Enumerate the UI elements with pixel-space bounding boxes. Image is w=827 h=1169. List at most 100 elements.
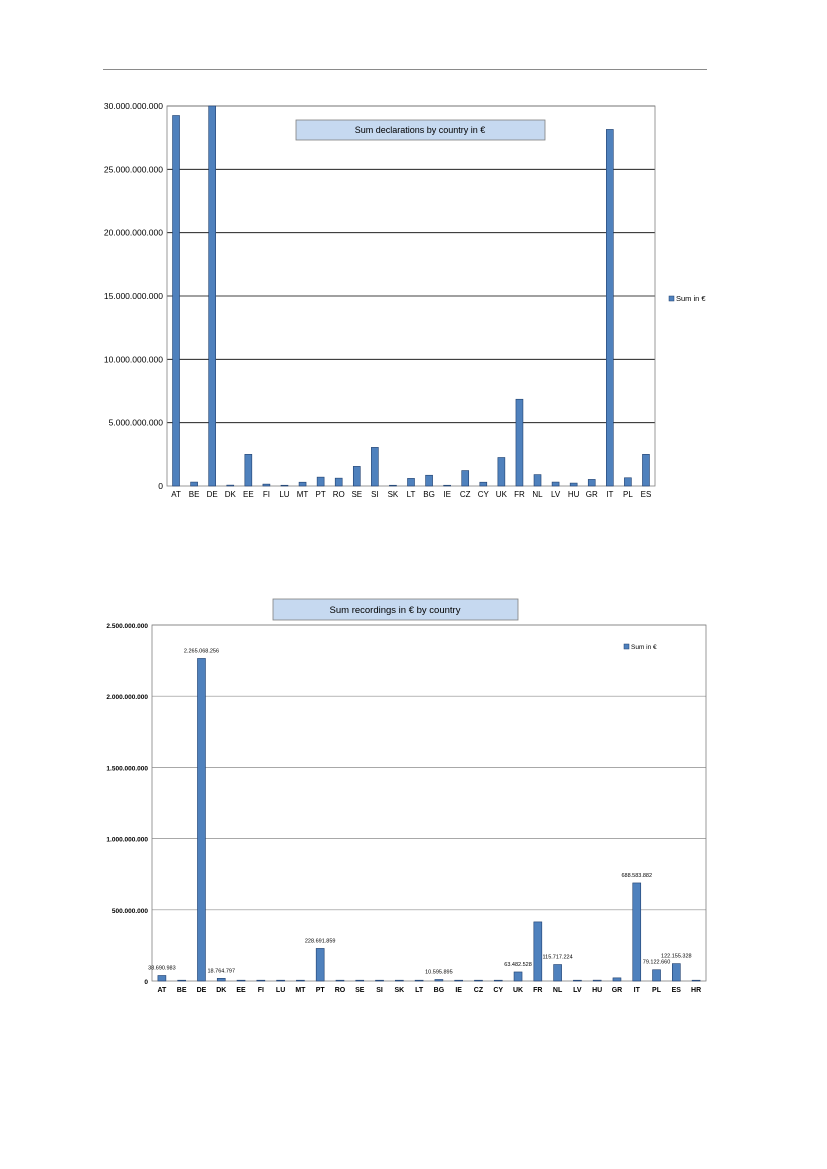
bar	[216, 978, 226, 982]
x-tick-label: FI	[258, 987, 264, 994]
bar	[573, 979, 582, 982]
y-tick-label: 1.000.000.000	[106, 837, 148, 844]
x-tick-label: LU	[276, 987, 285, 994]
bar	[425, 474, 433, 487]
bar	[533, 921, 543, 982]
x-tick-label: EE	[243, 490, 254, 499]
bar	[474, 979, 483, 982]
x-tick-label: FI	[263, 490, 270, 499]
data-label: 2.265.068.256	[184, 648, 219, 654]
x-tick-label: HR	[691, 987, 701, 994]
x-tick-label: DE	[207, 490, 218, 499]
x-tick-label: ES	[672, 987, 682, 994]
bar	[551, 481, 560, 487]
x-tick-label: SI	[376, 987, 383, 994]
x-tick-label: RO	[335, 987, 346, 994]
x-tick-label: BE	[189, 490, 200, 499]
x-tick-label: IT	[606, 490, 613, 499]
y-tick-label: 0	[158, 481, 163, 491]
bar	[454, 979, 463, 982]
x-tick-label: IE	[455, 987, 462, 994]
x-tick-label: CZ	[460, 490, 471, 499]
x-tick-label: PT	[316, 987, 326, 994]
declarations-chart: 0 5.000.000.000 10.000.000.000 15.000.000.0…	[104, 101, 707, 499]
bar	[632, 882, 642, 982]
bar	[298, 481, 307, 487]
x-tick-label: PL	[623, 490, 633, 499]
bar	[672, 963, 681, 982]
bar	[172, 115, 180, 487]
x-tick-label: LV	[551, 490, 561, 499]
x-tick-label: SE	[351, 490, 362, 499]
bar	[244, 454, 253, 487]
bar	[587, 479, 596, 487]
y-tick-label: 25.000.000.000	[104, 164, 163, 174]
y-tick-label: 5.000.000.000	[109, 418, 164, 428]
bar	[407, 478, 415, 487]
bar	[177, 979, 186, 982]
bar	[355, 979, 365, 982]
bar	[334, 477, 343, 487]
data-label: 688.583.882	[621, 873, 652, 879]
y-tick-label: 0	[144, 979, 148, 986]
x-tick-label: FR	[514, 490, 525, 499]
y-tick-label: 10.000.000.000	[104, 354, 163, 364]
legend-label: Sum in €	[676, 294, 706, 303]
bar	[533, 474, 542, 487]
x-tick-label: SK	[394, 987, 404, 994]
bar	[157, 975, 167, 982]
bar	[513, 971, 523, 982]
bar	[395, 979, 404, 982]
x-tick-label: CY	[493, 987, 503, 994]
bar	[691, 979, 701, 982]
y-tick-label: 2.500.000.000	[106, 623, 148, 630]
bar	[190, 481, 198, 487]
x-tick-label: IE	[443, 490, 451, 499]
bar	[569, 482, 578, 487]
data-label: 79.122.660	[643, 960, 671, 966]
x-tick-label: LT	[407, 490, 416, 499]
bar	[262, 483, 271, 487]
y-tick-label: 500.000.000	[112, 908, 149, 915]
bar	[226, 484, 235, 487]
data-label: 18.764.797	[207, 968, 235, 974]
data-label: 122.155.328	[661, 954, 692, 960]
bar	[606, 129, 614, 487]
x-tick-label: ES	[641, 490, 652, 499]
bar	[197, 658, 206, 982]
chart-title-box	[295, 119, 546, 141]
y-tick-label: 20.000.000.000	[104, 228, 163, 238]
bar	[352, 466, 361, 487]
chart-title: Sum recordings in € by country	[330, 605, 461, 616]
x-tick-label: SI	[371, 490, 379, 499]
bar	[315, 948, 325, 982]
bar	[479, 481, 488, 487]
bar	[371, 447, 379, 487]
x-tick-label: DK	[225, 490, 237, 499]
x-tick-label: CZ	[474, 987, 484, 994]
x-tick-label: DE	[197, 987, 207, 994]
bar	[443, 484, 451, 487]
y-tick-label: 2.000.000.000	[106, 694, 148, 701]
y-tick-label: 15.000.000.000	[104, 291, 163, 301]
x-tick-label: AT	[171, 490, 181, 499]
x-tick-label: CY	[478, 490, 490, 499]
x-tick-label: MT	[295, 987, 306, 994]
bar	[652, 969, 661, 982]
bar	[592, 979, 602, 982]
bar	[497, 457, 506, 487]
data-label: 38.690.983	[148, 965, 176, 971]
legend-label: Sum in €	[631, 644, 657, 651]
bar	[553, 964, 562, 982]
x-tick-label: LV	[573, 987, 582, 994]
x-tick-label: BG	[434, 987, 445, 994]
bar	[296, 979, 305, 982]
y-tick-label: 30.000.000.000	[104, 101, 163, 111]
bar	[461, 470, 470, 487]
bar	[335, 979, 345, 982]
x-tick-label: HU	[568, 490, 580, 499]
bar	[276, 979, 285, 982]
x-tick-label: PL	[652, 987, 662, 994]
x-tick-label: IT	[634, 987, 641, 994]
